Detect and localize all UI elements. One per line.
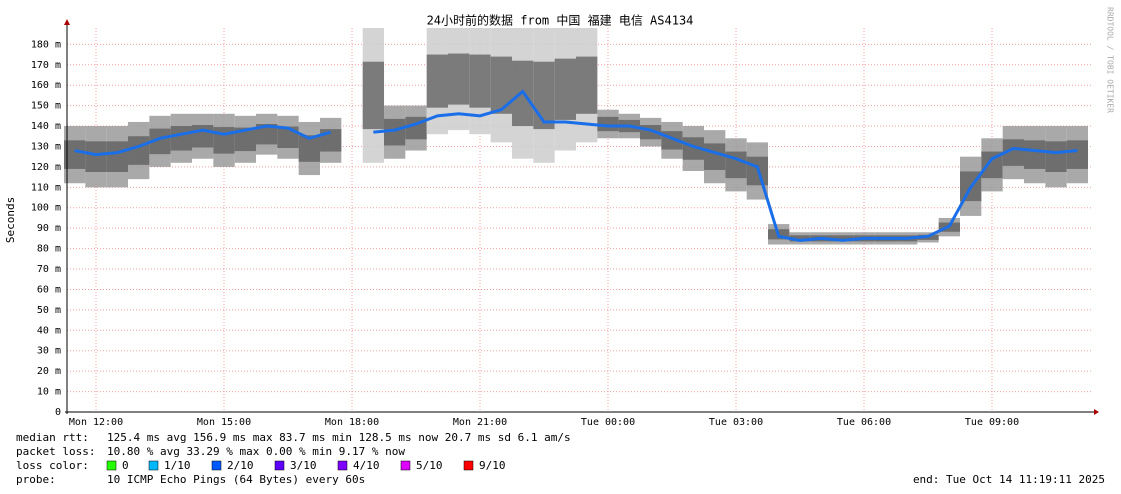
x-tick-label: Mon 12:00: [69, 417, 123, 428]
smoke-core: [384, 118, 406, 146]
smoke-core: [789, 235, 811, 242]
y-tick-label: 110 m: [31, 182, 61, 193]
x-tick-label: Tue 03:00: [709, 417, 763, 428]
smoke-core: [1066, 140, 1089, 169]
y-tick-label: 180 m: [31, 39, 61, 50]
x-tick-label: Mon 18:00: [325, 417, 379, 428]
smoke-core: [213, 127, 235, 154]
stat-label: median rtt:: [16, 431, 89, 444]
smoke-core: [256, 124, 278, 145]
side-label: RRDTOOL / TOBI OETIKER: [1106, 7, 1115, 113]
smoke-core: [597, 116, 619, 132]
smoke-core: [981, 151, 1003, 179]
y-tick-label: 140 m: [31, 121, 61, 132]
smoke-core: [554, 58, 577, 120]
y-tick-label: 40 m: [37, 325, 61, 336]
loss-color-label: 5/10: [416, 459, 443, 472]
smoke-core: [192, 125, 214, 148]
loss-color-label: 9/10: [479, 459, 506, 472]
y-tick-label: 80 m: [37, 244, 61, 255]
loss-color-label: 4/10: [353, 459, 380, 472]
x-tick-label: Tue 09:00: [965, 417, 1019, 428]
smoke-core: [576, 56, 598, 114]
smoke-core: [832, 235, 854, 242]
axis-arrow: [1094, 409, 1099, 415]
end-time: end: Tue Oct 14 11:19:11 2025: [913, 473, 1105, 486]
x-tick-label: Mon 15:00: [197, 417, 251, 428]
smoke-core: [234, 127, 257, 152]
y-tick-label: 160 m: [31, 80, 61, 91]
smoke-core: [1045, 141, 1067, 172]
stat-text: 10 ICMP Echo Pings (64 Bytes) every 60s: [107, 473, 365, 486]
smoke-core: [170, 126, 193, 151]
smoke-core: [533, 61, 555, 130]
loss-color-label: 1/10: [164, 459, 191, 472]
smoke-core: [85, 141, 107, 172]
stat-label: probe:: [16, 473, 56, 486]
smoke-core: [469, 54, 491, 108]
loss-color-swatch: [106, 460, 117, 471]
x-tick-label: Tue 06:00: [837, 417, 891, 428]
y-axis-label: Seconds: [4, 197, 17, 243]
smoke-core: [298, 135, 321, 162]
smoke-core: [448, 53, 470, 105]
loss-color-swatch: [274, 460, 285, 471]
smoke-core: [64, 140, 86, 169]
y-tick-label: 10 m: [37, 387, 61, 398]
chart-title: 24小时前的数据 from 中国 福建 电信 AS4134: [427, 13, 694, 28]
loss-color-label: 0: [122, 459, 129, 472]
y-tick-label: 20 m: [37, 366, 61, 377]
y-tick-label: 130 m: [31, 141, 61, 152]
stat-label: loss color:: [16, 459, 89, 472]
loss-color-swatch: [463, 460, 474, 471]
y-tick-label: 150 m: [31, 101, 61, 112]
y-tick-label: 0: [55, 407, 61, 418]
y-tick-label: 60 m: [37, 284, 61, 295]
y-tick-label: 30 m: [37, 346, 61, 357]
smoke-core: [128, 136, 150, 165]
smoke-core: [1002, 139, 1025, 166]
axis-arrow: [64, 19, 70, 25]
y-tick-label: 70 m: [37, 264, 61, 275]
stat-label: packet loss:: [16, 445, 95, 458]
loss-color-swatch: [148, 460, 159, 471]
median-line: [74, 89, 1078, 242]
y-tick-label: 100 m: [31, 203, 61, 214]
y-tick-label: 90 m: [37, 223, 61, 234]
smoke-core: [106, 141, 129, 172]
smoke-core: [490, 56, 513, 114]
stat-text: 125.4 ms avg 156.9 ms max 83.7 ms min 12…: [107, 431, 571, 444]
loss-color-swatch: [211, 460, 222, 471]
loss-color-label: 3/10: [290, 459, 317, 472]
loss-color-swatch: [400, 460, 411, 471]
smoke-core: [362, 61, 385, 130]
smoke-core: [277, 126, 299, 148]
smoke-core: [149, 128, 171, 155]
x-tick-label: Tue 00:00: [581, 417, 635, 428]
loss-color-swatch: [337, 460, 348, 471]
smoke-core: [704, 143, 726, 170]
y-tick-label: 120 m: [31, 162, 61, 173]
x-tick-label: Mon 21:00: [453, 417, 507, 428]
y-tick-label: 170 m: [31, 60, 61, 71]
loss-color-label: 2/10: [227, 459, 254, 472]
smoke-core: [426, 54, 449, 108]
y-tick-label: 50 m: [37, 305, 61, 316]
stat-text: 10.80 % avg 33.29 % max 0.00 % min 9.17 …: [107, 445, 405, 458]
smoke-core: [1024, 140, 1046, 169]
